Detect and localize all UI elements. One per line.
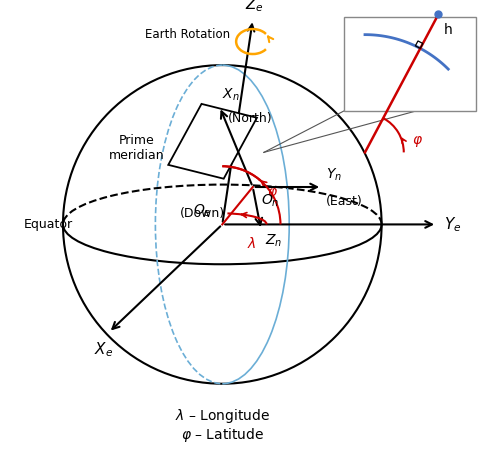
- Text: $Z_n$: $Z_n$: [265, 233, 282, 249]
- Text: $\lambda$ – Longitude: $\lambda$ – Longitude: [174, 407, 270, 424]
- Text: Prime
meridian: Prime meridian: [108, 134, 164, 162]
- Text: $Y_n$: $Y_n$: [326, 166, 342, 183]
- Text: $Z_e$: $Z_e$: [244, 0, 264, 14]
- Text: $O_e$: $O_e$: [192, 202, 211, 219]
- Text: $O_n$: $O_n$: [261, 193, 280, 209]
- Text: (East): (East): [326, 195, 363, 208]
- Text: (Down): (Down): [180, 207, 225, 220]
- Text: Equator: Equator: [24, 218, 72, 231]
- FancyBboxPatch shape: [344, 17, 476, 111]
- Text: Earth Rotation: Earth Rotation: [146, 28, 230, 41]
- Text: h: h: [444, 23, 453, 37]
- Text: $\varphi$: $\varphi$: [266, 187, 278, 202]
- Text: $\varphi$: $\varphi$: [412, 134, 423, 149]
- Text: $\lambda$: $\lambda$: [247, 236, 256, 251]
- Text: $Y_e$: $Y_e$: [444, 215, 462, 234]
- Text: $X_e$: $X_e$: [94, 341, 112, 360]
- Text: $\varphi$ – Latitude: $\varphi$ – Latitude: [180, 426, 264, 444]
- Text: (North): (North): [228, 112, 272, 125]
- Text: $X_n$: $X_n$: [222, 86, 240, 102]
- Polygon shape: [168, 104, 257, 178]
